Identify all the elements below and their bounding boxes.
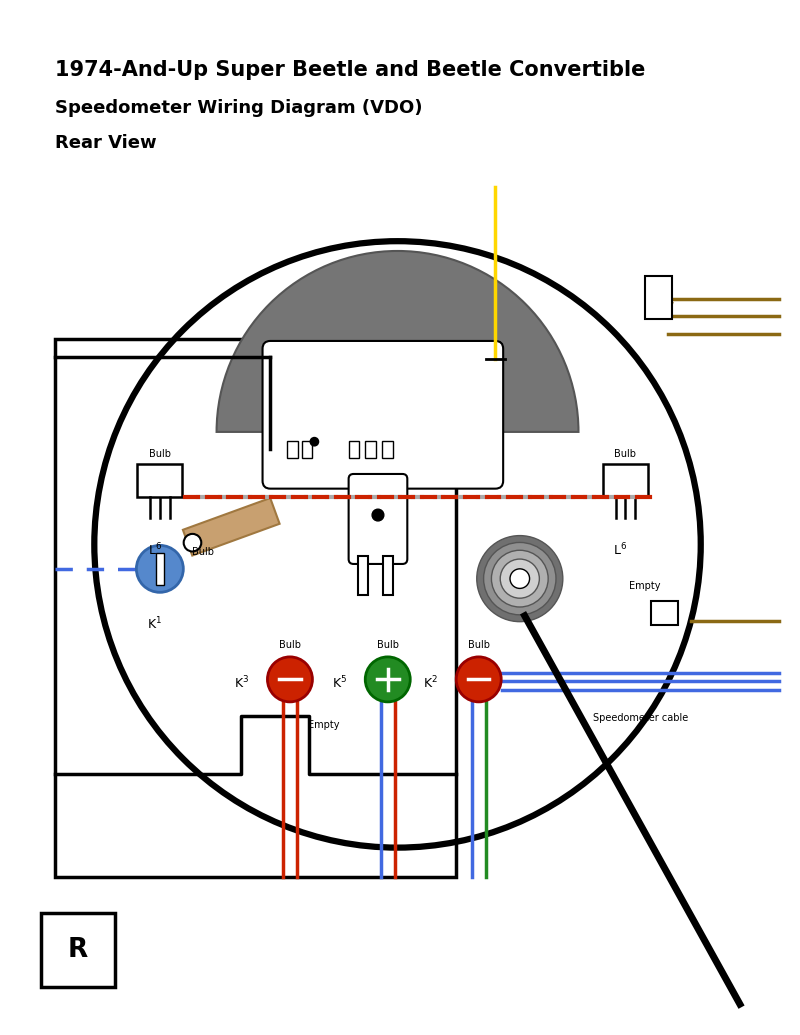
Bar bbox=[603, 464, 648, 498]
Bar bbox=[382, 441, 393, 459]
Text: Speedometer cable: Speedometer cable bbox=[593, 713, 689, 722]
Bar bbox=[156, 553, 164, 585]
Circle shape bbox=[477, 535, 563, 622]
Bar bbox=[383, 556, 393, 595]
Bar bbox=[645, 276, 672, 320]
Text: Bulb: Bulb bbox=[279, 640, 301, 650]
Text: Rear View: Rear View bbox=[55, 134, 157, 151]
Circle shape bbox=[500, 559, 539, 598]
Circle shape bbox=[366, 657, 410, 702]
Text: Bulb: Bulb bbox=[192, 548, 214, 557]
Text: 1974-And-Up Super Beetle and Beetle Convertible: 1974-And-Up Super Beetle and Beetle Conv… bbox=[55, 60, 646, 81]
Bar bbox=[358, 556, 368, 595]
Text: K$^2$: K$^2$ bbox=[422, 675, 438, 691]
Polygon shape bbox=[183, 498, 279, 556]
Text: Empty: Empty bbox=[630, 582, 661, 591]
Bar bbox=[287, 441, 298, 459]
Circle shape bbox=[456, 657, 502, 702]
Text: Bulb: Bulb bbox=[614, 449, 637, 460]
Circle shape bbox=[184, 534, 202, 552]
Circle shape bbox=[484, 542, 556, 615]
Circle shape bbox=[136, 545, 183, 592]
Bar bbox=[302, 441, 313, 459]
Circle shape bbox=[372, 509, 384, 521]
FancyBboxPatch shape bbox=[349, 474, 407, 564]
Circle shape bbox=[267, 657, 313, 702]
Text: K$^3$: K$^3$ bbox=[234, 675, 249, 691]
Text: Bulb: Bulb bbox=[377, 640, 398, 650]
Circle shape bbox=[310, 437, 319, 446]
Text: Bulb: Bulb bbox=[468, 640, 490, 650]
Text: R: R bbox=[67, 938, 88, 964]
Text: Bulb: Bulb bbox=[149, 449, 171, 460]
Text: K$^1$: K$^1$ bbox=[147, 616, 162, 632]
Text: K$^5$: K$^5$ bbox=[331, 675, 346, 691]
Text: Speedometer Wiring Diagram (VDO): Speedometer Wiring Diagram (VDO) bbox=[55, 99, 422, 117]
Text: L$^6$: L$^6$ bbox=[148, 541, 162, 558]
Bar bbox=[41, 913, 115, 987]
Circle shape bbox=[510, 569, 530, 589]
Bar bbox=[349, 441, 359, 459]
Text: Empty: Empty bbox=[309, 720, 340, 731]
Bar bbox=[651, 601, 678, 624]
Wedge shape bbox=[217, 250, 578, 432]
Bar bbox=[138, 464, 182, 498]
Text: L$^6$: L$^6$ bbox=[614, 541, 627, 558]
Circle shape bbox=[491, 551, 548, 607]
Bar bbox=[366, 441, 376, 459]
Bar bbox=[55, 339, 456, 877]
FancyBboxPatch shape bbox=[262, 341, 503, 489]
